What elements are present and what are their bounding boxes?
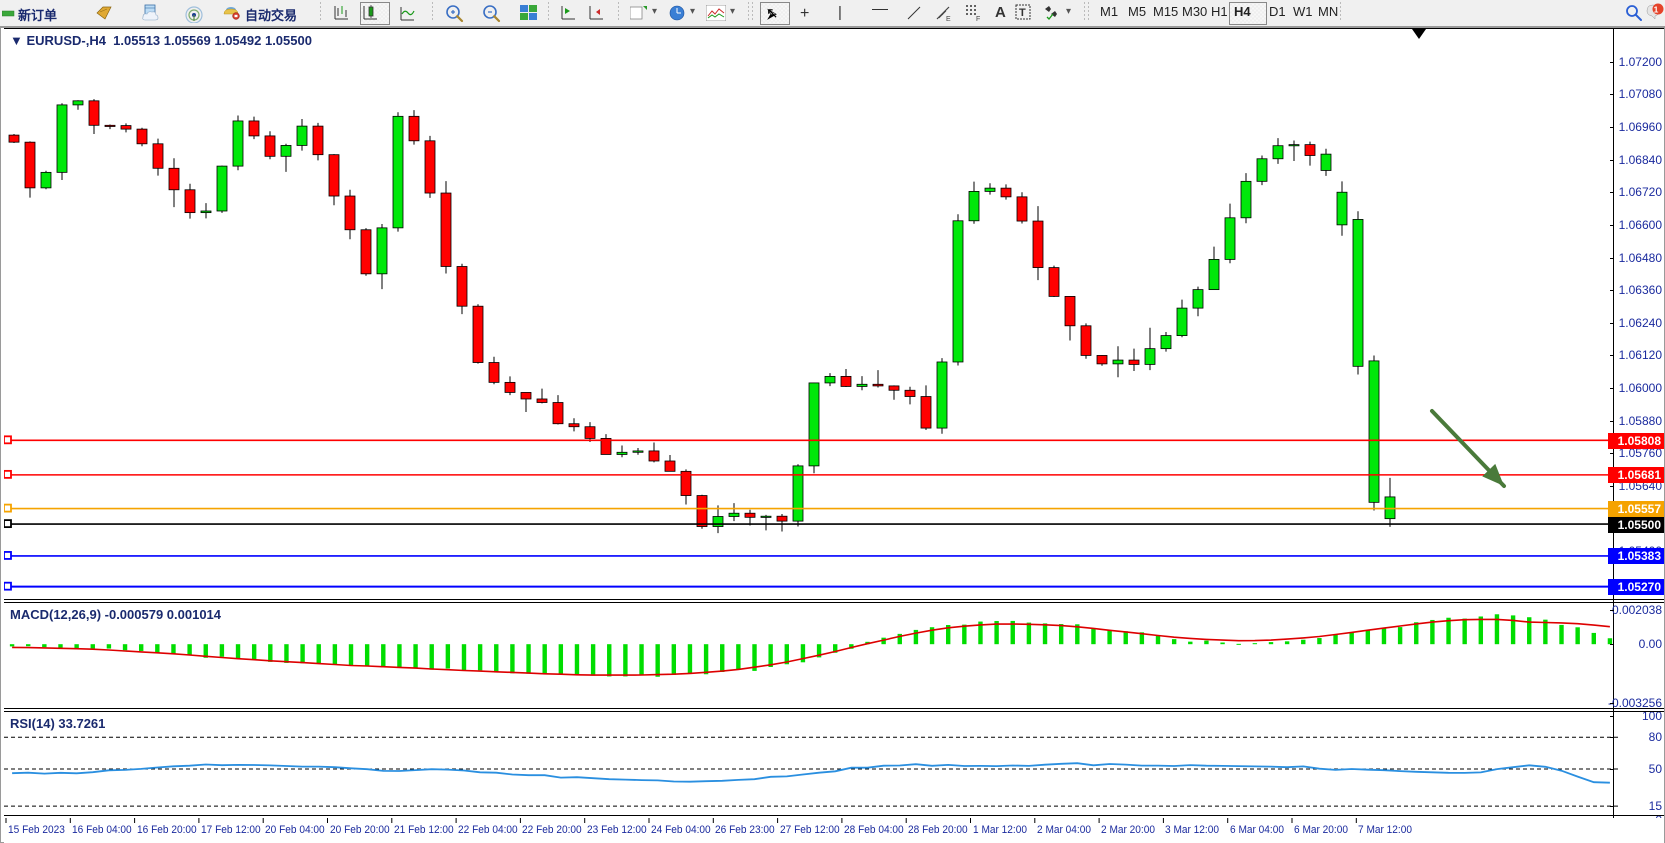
svg-text:T: T	[1019, 7, 1026, 19]
svg-text:1: 1	[1654, 5, 1659, 15]
svg-text:F: F	[976, 16, 980, 22]
svg-text:E: E	[946, 16, 951, 23]
